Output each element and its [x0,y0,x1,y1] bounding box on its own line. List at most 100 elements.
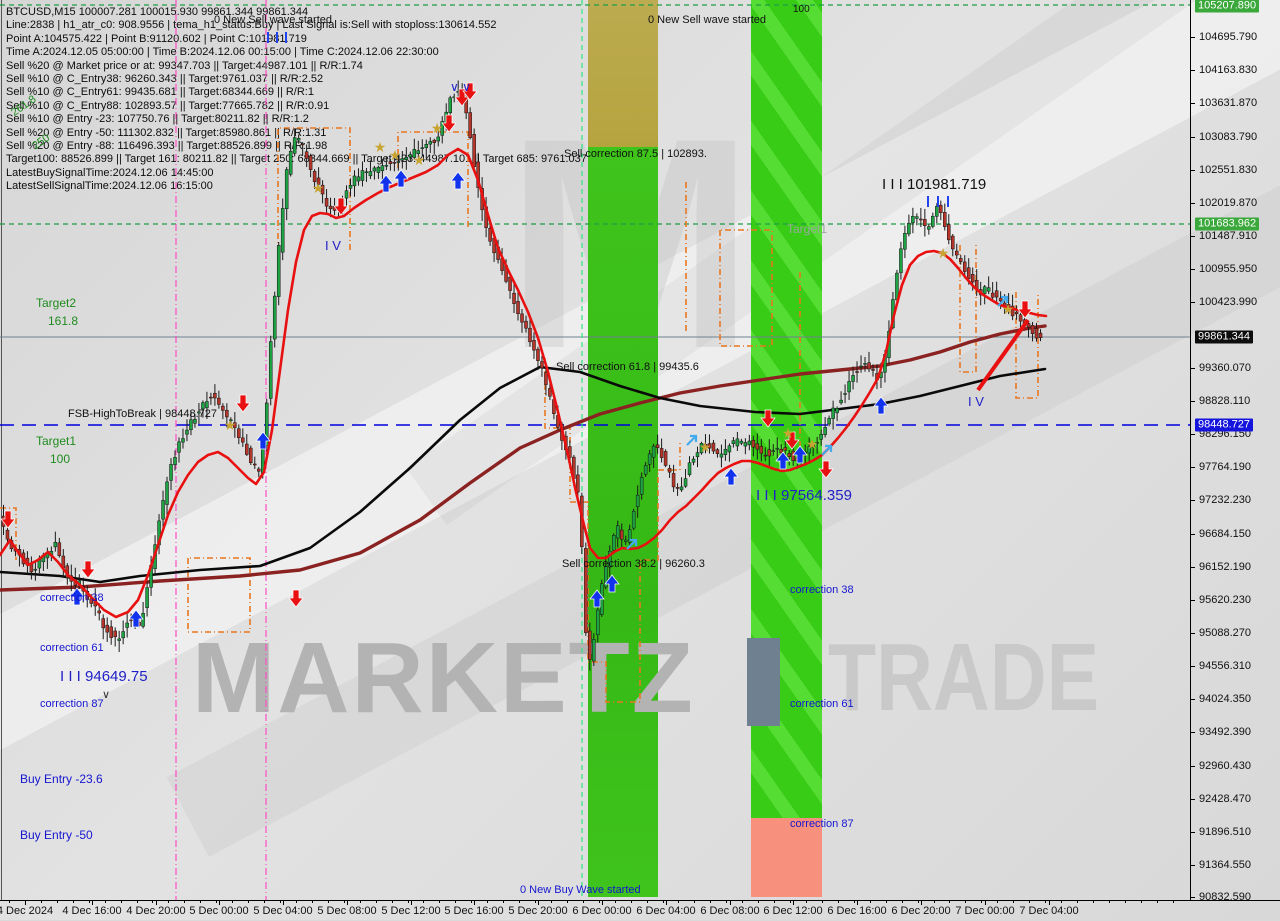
time-minor-tick [519,901,521,903]
time-minor-tick [264,901,266,903]
star-icon: ★ [374,139,387,155]
buy-arrow-icon [393,169,409,188]
time-minor-tick [168,901,170,903]
indicator-info-text: BTCUSD,M15 100007.281 100015.930 99861.3… [6,6,587,194]
time-minor-tick [678,901,680,903]
time-minor-tick [885,901,887,903]
price-label: 102551.830 [1199,164,1258,176]
price-tick [1191,897,1195,898]
star-icon: ★ [1002,301,1015,317]
signal-band-olive [588,0,658,147]
time-minor-tick [1108,901,1110,903]
price-tick [1191,832,1195,833]
time-minor-tick [1045,901,1047,903]
signal-line-red [0,147,1048,619]
info-line-4: Sell %20 @ Market price or at: 99347.703… [6,59,363,72]
star-icon: ★ [937,245,950,261]
watermark-i-block [747,638,780,726]
price-level-badge: 101683.962 [1195,217,1260,231]
ma-medium-black [0,365,1047,584]
time-major-tick [411,901,412,905]
buy-arrow-icon [873,396,889,415]
sell-arrow-icon [441,114,457,133]
time-label: 6 Dec 12:00 [763,905,823,917]
time-minor-tick [981,901,983,903]
time-major-tick [283,901,284,905]
time-minor-tick [327,901,329,903]
buy-arrow-icon [792,445,808,464]
price-tick [1191,137,1195,138]
time-scale[interactable]: 4 Dec 2024 4 Dec 16:00 4 Dec 20:00 5 Dec 00… [0,900,1280,921]
time-minor-tick [949,901,951,903]
price-tick [1191,799,1195,800]
sell-arrow-icon [333,197,349,216]
info-line-7: Sell %10 @ C_Entry88: 102893.57 || Targe… [6,99,330,112]
price-label: 92428.470 [1199,793,1251,805]
time-minor-tick [901,901,903,903]
price-label: 99360.070 [1199,362,1251,374]
time-minor-tick [72,901,74,903]
time-minor-tick [184,901,186,903]
orange-channel [1015,292,1039,399]
time-minor-tick [869,901,871,903]
time-minor-tick [375,901,377,903]
buy-arrow-icon [604,574,620,593]
star-icon: ★ [431,120,444,136]
sell-arrow-icon [0,510,16,529]
time-minor-tick [758,901,760,903]
time-minor-tick [248,901,250,903]
time-major-tick [219,901,220,905]
price-label: 92960.430 [1199,760,1251,772]
time-minor-tick [790,901,792,903]
time-label: 6 Dec 20:00 [891,905,951,917]
price-tick [1191,865,1195,866]
price-tick [1191,534,1195,535]
time-minor-tick [774,901,776,903]
time-minor-tick [933,901,935,903]
price-scale[interactable]: 104695.790 104163.830 103631.870 103083.790… [1190,0,1280,903]
time-major-tick [730,901,731,905]
time-minor-tick [965,901,967,903]
signal-band-salmon [751,818,822,897]
price-label: 98828.110 [1199,395,1251,407]
time-minor-tick [694,901,696,903]
time-minor-tick [359,901,361,903]
time-minor-tick [742,901,744,903]
price-tick [1191,368,1195,369]
price-tick [1191,103,1195,104]
price-tick [1191,302,1195,303]
price-level-badge: 99861.344 [1195,330,1253,344]
star-icon: ★ [224,417,237,433]
orange-channel [719,229,773,347]
time-label: 6 Dec 04:00 [636,905,696,917]
time-label: 4 Dec 16:00 [62,905,122,917]
price-tick [1191,666,1195,667]
time-minor-tick [630,901,632,903]
price-label: 102019.870 [1199,197,1258,209]
sell-arrow-icon [235,394,251,413]
buy-arrow-icon [589,589,605,608]
info-line-5: Sell %10 @ C_Entry38: 96260.343 || Targe… [6,73,324,86]
time-minor-tick [311,901,313,903]
star-icon: ★ [413,152,426,168]
time-major-tick [666,901,667,905]
time-major-tick [602,901,603,905]
time-major-tick [474,901,475,905]
time-minor-tick [152,901,154,903]
buy-arrow-icon [723,467,739,486]
price-tick [1191,732,1195,733]
price-label: 96684.150 [1199,528,1251,540]
time-minor-tick [216,901,218,903]
time-minor-tick [487,901,489,903]
time-minor-tick [503,901,505,903]
time-minor-tick [821,901,823,903]
chart-canvas[interactable]: ★★★ ★ ★★★★★★★ [0,0,1190,900]
time-minor-tick [837,901,839,903]
time-label: 7 Dec 04:00 [1019,905,1079,917]
time-minor-tick [343,901,345,903]
time-minor-tick [40,901,42,903]
time-label: 5 Dec 00:00 [189,905,249,917]
chevron-up-right-icon [821,444,833,456]
star-icon: ★ [389,147,402,163]
time-major-tick [347,901,348,905]
